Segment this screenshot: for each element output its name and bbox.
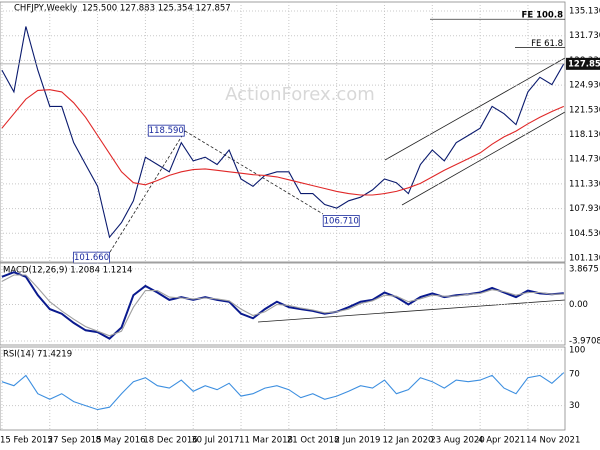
x-tick-label: 8 May 2016 xyxy=(96,436,146,446)
wave-line xyxy=(109,130,186,253)
annotation-label: 118.590 xyxy=(149,126,184,136)
x-tick-label: 27 Sep 2015 xyxy=(48,436,102,446)
x-tick-label: 21 Oct 2018 xyxy=(287,436,340,446)
channel-lower xyxy=(401,111,566,206)
annotation-box xyxy=(322,215,360,227)
y-tick-label: 3.8675 xyxy=(569,264,599,274)
y-tick-label: 131.730 xyxy=(569,31,600,41)
annotation-box xyxy=(147,124,185,137)
x-tick-label: 18 Dec 2016 xyxy=(143,436,197,446)
y-tick-label: 135.130 xyxy=(569,7,600,17)
panel-title: MACD(12,26,9) 1.2084 1.1214 xyxy=(3,266,132,276)
y-tick-label: -3.9708 xyxy=(569,337,600,347)
panel-title: RSI(14) 71.4219 xyxy=(3,350,72,360)
annotation-label: 101.660 xyxy=(74,253,109,263)
panel-frame xyxy=(0,1,566,263)
y-tick-label: 100 xyxy=(569,345,585,355)
y-tick-label: 121.530 xyxy=(569,105,600,115)
y-tick-label: 111.330 xyxy=(569,179,600,189)
last-price-label: 127.857 xyxy=(568,59,600,69)
fe-label: FE 61.8 xyxy=(531,39,563,49)
x-tick-label: 12 Jan 2020 xyxy=(382,436,433,446)
x-tick-label: 14 Nov 2021 xyxy=(526,436,580,446)
macd-trendline xyxy=(257,299,566,323)
y-tick-label: 0.00 xyxy=(569,300,588,310)
watermark: ActionForex.com xyxy=(225,84,375,105)
x-tick-label: 4 Apr 2021 xyxy=(478,436,525,446)
last-price-box xyxy=(566,57,600,70)
ohlc: 125.500 127.883 125.354 127.857 xyxy=(82,4,231,14)
annotation-label: 106.710 xyxy=(324,216,359,226)
x-tick-label: 30 Jul 2017 xyxy=(191,436,239,446)
y-tick-label: 118.130 xyxy=(569,130,600,140)
y-tick-label: 101.130 xyxy=(569,254,600,264)
y-tick-label: 107.930 xyxy=(569,204,600,214)
y-tick-label: 124.930 xyxy=(569,81,600,91)
x-tick-label: 15 Feb 2015 xyxy=(0,436,53,446)
x-tick-label: 11 Mar 2018 xyxy=(239,436,293,446)
title: CHFJPY,Weekly xyxy=(14,4,77,14)
panel-frame xyxy=(0,346,566,431)
channel-upper xyxy=(384,57,566,161)
x-tick-label: 2 Jun 2019 xyxy=(335,436,381,446)
y-tick-label: 104.530 xyxy=(569,229,600,239)
fe-label: FE 100.8 xyxy=(522,11,564,21)
series-line xyxy=(1,89,565,196)
y-tick-label: 70 xyxy=(569,369,580,379)
x-tick-label: 23 Aug 2020 xyxy=(430,436,484,446)
y-tick-label: 114.730 xyxy=(569,155,600,165)
series-line xyxy=(1,26,565,239)
series-line xyxy=(1,372,565,411)
y-tick-label: 30 xyxy=(569,401,580,411)
series-line xyxy=(1,274,564,337)
wave-line xyxy=(184,130,324,215)
